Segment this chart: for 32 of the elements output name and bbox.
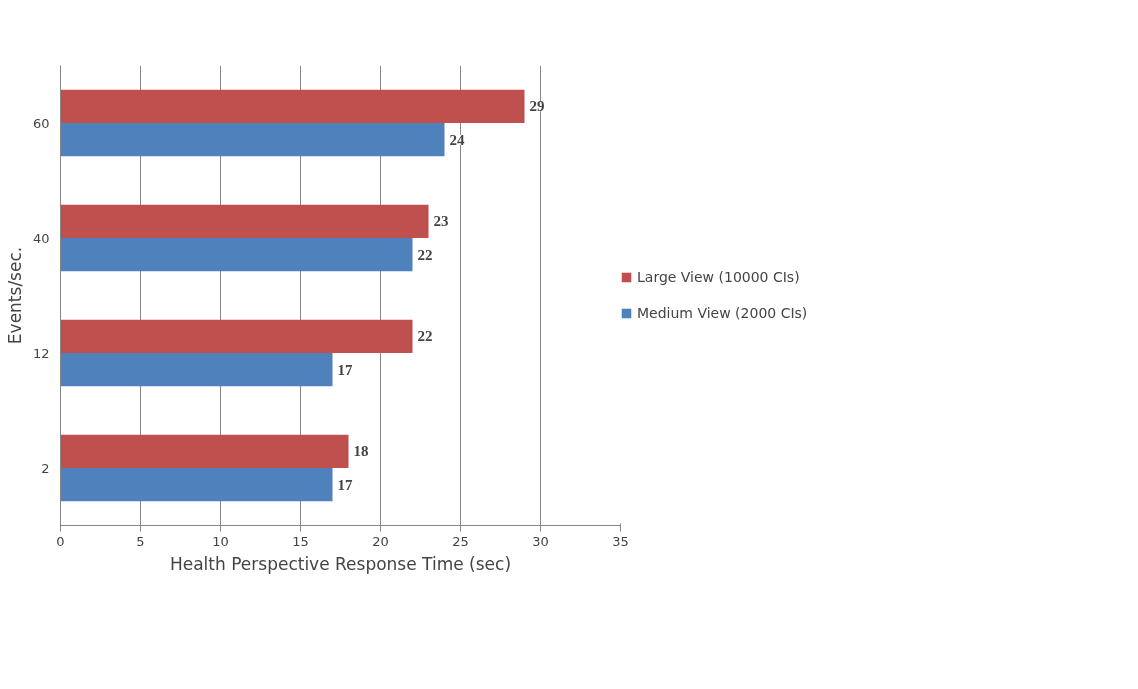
x-tick-label: 30: [532, 533, 549, 549]
bar: [60, 123, 445, 157]
x-tick-label: 25: [452, 533, 469, 549]
x-tick-label: 10: [212, 533, 229, 549]
x-tick-label: 15: [292, 533, 309, 549]
y-axis-title: Events/sec.: [4, 246, 25, 345]
data-label: 23: [433, 213, 449, 230]
data-label: 17: [337, 361, 353, 378]
data-label: 18: [353, 443, 369, 460]
data-label: 22: [417, 246, 433, 263]
bar: [60, 319, 413, 353]
y-tick-label: 60: [32, 115, 50, 131]
bar: [60, 89, 525, 123]
y-tick-label: 2: [41, 460, 50, 476]
x-tick-label: 20: [372, 533, 389, 549]
x-tick-label: 35: [612, 533, 629, 549]
bar: [60, 238, 413, 272]
bar: [60, 353, 333, 387]
legend-label: Large View (10000 CIs): [637, 269, 800, 285]
bar: [60, 468, 333, 502]
x-tick-label: 5: [136, 533, 145, 549]
data-label: 22: [417, 328, 433, 345]
bar: [60, 434, 349, 468]
y-tick-label: 12: [32, 345, 50, 361]
x-axis-title: Health Perspective Response Time (sec): [169, 553, 512, 574]
y-tick-label: 40: [32, 230, 50, 246]
legend-label: Medium View (2000 CIs): [637, 305, 808, 321]
x-tick-label: 0: [56, 533, 65, 549]
bar: [60, 204, 429, 238]
data-label: 17: [337, 476, 353, 493]
data-label: 24: [449, 131, 465, 148]
data-label: 29: [529, 98, 545, 115]
